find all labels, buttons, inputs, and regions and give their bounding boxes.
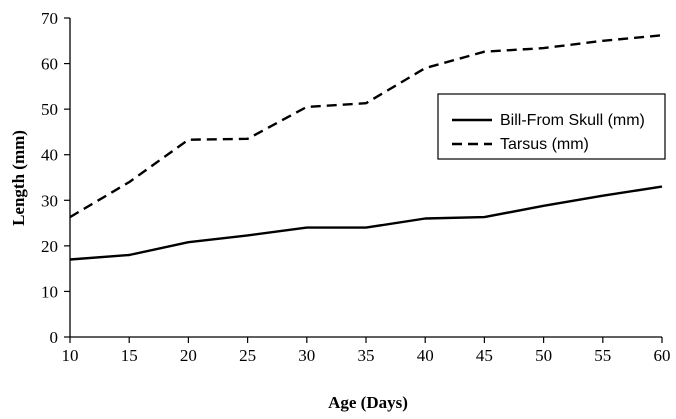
data-point-bill-from-skull-mm: [186, 240, 190, 244]
x-tick-label: 50: [535, 346, 552, 365]
data-point-bill-from-skull-mm: [542, 204, 546, 208]
x-tick-label: 20: [180, 346, 197, 365]
data-point-tarsus-mm: [127, 180, 131, 184]
x-tick-label: 25: [239, 346, 256, 365]
data-point-tarsus-mm: [601, 39, 605, 43]
data-point-bill-from-skull-mm: [423, 217, 427, 221]
x-tick-label: 60: [654, 346, 671, 365]
x-tick-label: 55: [594, 346, 611, 365]
x-axis-title: Age (Days): [328, 393, 408, 412]
data-point-bill-from-skull-mm: [482, 215, 486, 219]
data-point-bill-from-skull-mm: [246, 233, 250, 237]
y-tick-label: 0: [50, 328, 59, 347]
data-point-bill-from-skull-mm: [364, 226, 368, 230]
x-tick-label: 15: [121, 346, 138, 365]
data-point-tarsus-mm: [305, 105, 309, 109]
y-tick-label: 50: [41, 100, 58, 119]
legend-box: [437, 93, 666, 160]
data-point-bill-from-skull-mm: [660, 185, 664, 189]
data-point-bill-from-skull-mm: [601, 194, 605, 198]
data-point-tarsus-mm: [542, 46, 546, 50]
x-tick-label: 35: [358, 346, 375, 365]
data-point-tarsus-mm: [660, 33, 664, 37]
data-point-tarsus-mm: [423, 66, 427, 70]
y-tick-label: 20: [41, 237, 58, 256]
legend-label: Bill-From Skull (mm): [500, 112, 645, 129]
x-tick-label: 45: [476, 346, 493, 365]
series-line-tarsus-mm: [69, 34, 663, 219]
legend: Bill-From Skull (mm) Tarsus (mm): [437, 93, 666, 160]
data-point-bill-from-skull-mm: [127, 253, 131, 257]
y-tick-label: 70: [41, 9, 58, 28]
data-point-bill-from-skull-mm: [68, 258, 72, 262]
series-lines: [68, 33, 664, 262]
data-point-tarsus-mm: [364, 101, 368, 105]
y-tick-label: 30: [41, 191, 58, 210]
x-tick-label: 30: [298, 346, 315, 365]
y-tick-label: 40: [41, 146, 58, 165]
series-line-bill-from-skull-mm: [69, 185, 663, 261]
data-point-tarsus-mm: [246, 137, 250, 141]
data-point-tarsus-mm: [186, 138, 190, 142]
x-tick-label: 40: [417, 346, 434, 365]
y-tick-label: 60: [41, 55, 58, 74]
legend-label: Tarsus (mm): [500, 136, 589, 153]
y-tick-label: 10: [41, 282, 58, 301]
data-point-tarsus-mm: [482, 50, 486, 54]
data-point-bill-from-skull-mm: [305, 226, 309, 230]
x-tick-label: 10: [62, 346, 79, 365]
y-axis-title: Length (mm): [9, 130, 28, 226]
data-point-tarsus-mm: [68, 215, 72, 219]
